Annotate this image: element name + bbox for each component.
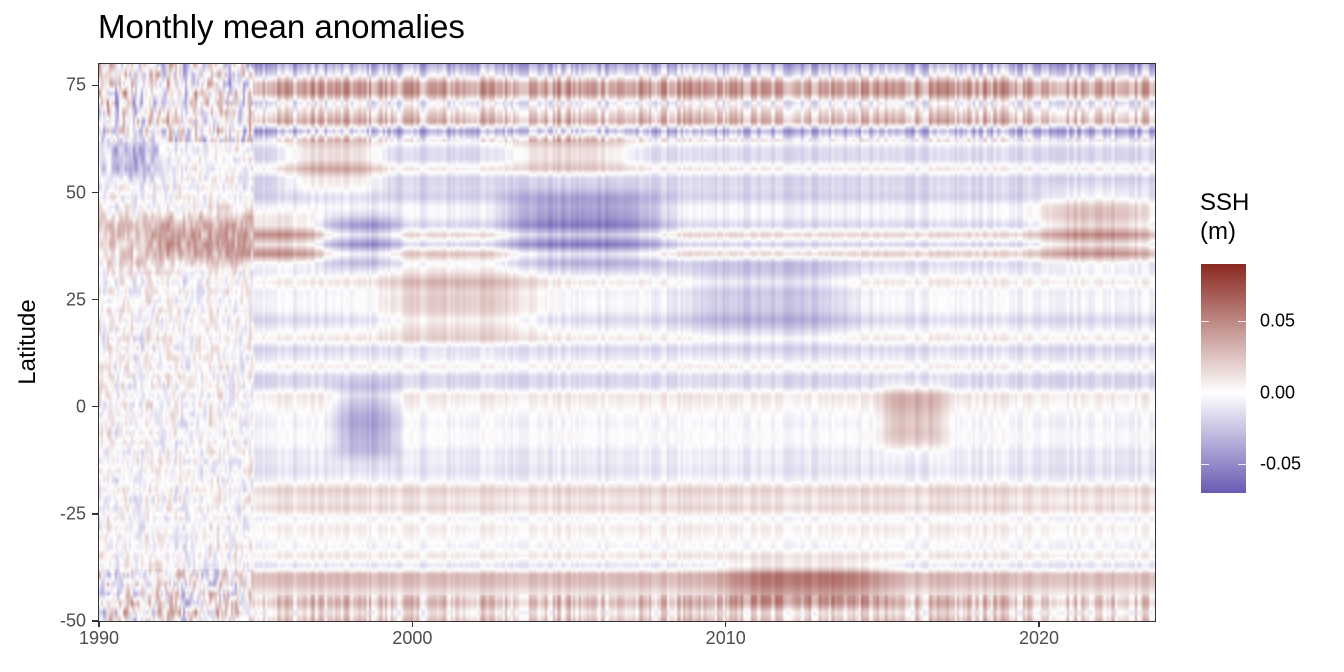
legend-tick-mark [1238, 463, 1246, 466]
legend-colorbar [1201, 264, 1246, 493]
x-tick-label: 2020 [1019, 628, 1060, 648]
legend-tick-mark [1201, 463, 1209, 466]
x-tick-mark [725, 621, 727, 627]
y-tick-mark [92, 513, 98, 515]
x-tick-label: 2010 [705, 628, 746, 648]
y-tick-mark [92, 406, 98, 408]
y-tick-label: 0 [75, 396, 86, 417]
chart-title: Monthly mean anomalies [98, 8, 465, 45]
legend-tick-mark [1238, 392, 1246, 394]
y-tick-mark [92, 298, 98, 301]
y-tick-label: -25 [59, 503, 86, 524]
y-tick-mark [92, 191, 98, 194]
x-tick-label: 1990 [78, 628, 120, 648]
legend-tick-label: -0.05 [1260, 453, 1302, 474]
legend-title: SSH (m) [1200, 189, 1250, 245]
x-tick-label: 2000 [392, 628, 433, 648]
y-tick-mark [92, 84, 98, 87]
x-tick-mark [98, 621, 100, 627]
x-tick-mark [1038, 621, 1040, 627]
y-axis-title: Latitude [14, 299, 41, 385]
y-tick-label: 25 [65, 289, 86, 310]
heatmap-plot-area [99, 64, 1155, 621]
x-tick-mark [411, 621, 414, 627]
legend-tick-mark [1201, 320, 1209, 322]
y-tick-mark [92, 620, 98, 622]
legend-tick-mark [1238, 320, 1246, 322]
y-tick-label: -50 [59, 610, 86, 631]
y-tick-label: 50 [65, 182, 86, 203]
legend-tick-label: 0.05 [1260, 310, 1296, 331]
y-tick-label: 75 [65, 74, 86, 95]
legend-tick-label: 0.00 [1260, 382, 1296, 403]
legend-tick-mark [1201, 392, 1209, 394]
